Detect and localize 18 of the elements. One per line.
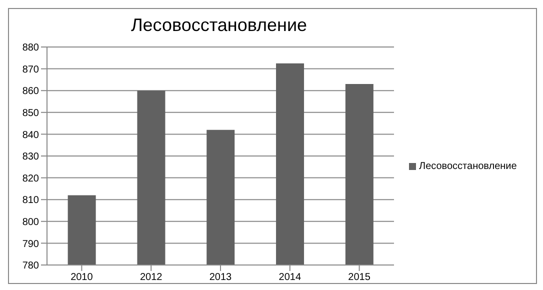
- x-tick-label: 2015: [348, 272, 371, 284]
- y-tick-label: 790: [22, 238, 40, 250]
- y-tick-label: 860: [22, 86, 40, 98]
- y-tick-label: 870: [22, 64, 40, 76]
- y-tick-label: 880: [22, 42, 40, 54]
- y-tick-label: 780: [22, 260, 40, 272]
- y-tick-label: 850: [22, 108, 40, 119]
- x-tick-label: 2014: [278, 272, 302, 284]
- chart-title: Лесовосстановление: [130, 15, 308, 36]
- y-tick-label: 800: [22, 216, 40, 228]
- y-tick-label: 830: [22, 152, 40, 163]
- x-tick-label: 2012: [140, 272, 163, 284]
- y-tick-label: 810: [22, 195, 40, 206]
- legend-label: Лесовосстановление: [419, 161, 517, 172]
- y-tick-label: 840: [22, 130, 40, 141]
- x-tick-label: 2010: [70, 272, 94, 284]
- x-tick-label: 2013: [209, 272, 232, 284]
- y-tick-label: 820: [22, 173, 40, 184]
